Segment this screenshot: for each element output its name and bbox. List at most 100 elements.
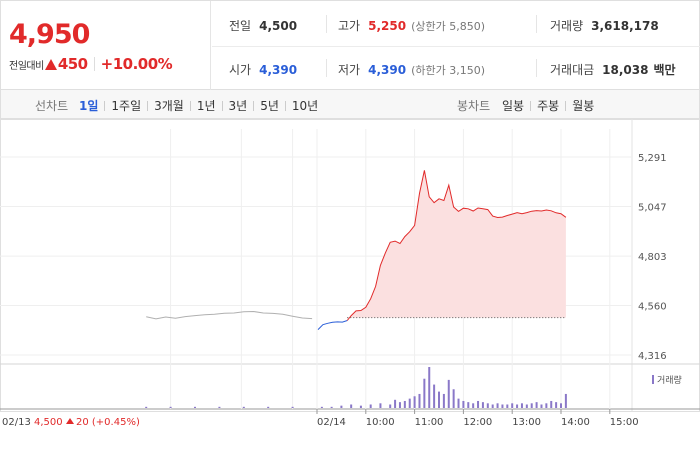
volume-bar xyxy=(545,403,548,408)
volume-bar xyxy=(359,405,362,408)
tab-10-years[interactable]: 10년 xyxy=(291,99,319,113)
stat-high: 고가 5,250 (상한가 5,850) xyxy=(338,17,485,34)
volume-bar xyxy=(291,406,294,408)
line-chart-title: 선차트 xyxy=(35,99,69,113)
volume-bar xyxy=(267,406,270,408)
tab-1-week[interactable]: 1주일 xyxy=(111,99,142,113)
volume-bar xyxy=(145,406,148,408)
tab-divider xyxy=(530,100,532,111)
volume-bar xyxy=(564,393,567,408)
price-box: 4,950 전일대비 450 +10.00% xyxy=(1,1,211,90)
candle-period-tabs: 일봉 주봉 월봉 xyxy=(502,97,594,114)
prev-day-change: 20 (+0.45%) xyxy=(76,417,140,428)
lower-limit: (하한가 3,150) xyxy=(411,64,485,77)
volume-bar xyxy=(457,398,460,408)
high-value: 5,250 xyxy=(368,19,407,33)
tab-5-years[interactable]: 5년 xyxy=(260,99,279,113)
volume-bar xyxy=(472,403,475,408)
low-value: 4,390 xyxy=(368,63,407,77)
volume-bar xyxy=(496,403,499,408)
summary-row-divider xyxy=(212,46,700,47)
volume-bar xyxy=(560,403,562,408)
today-down-series-line xyxy=(317,320,348,330)
x-tick-label: 14:00 xyxy=(561,417,590,428)
volume-legend-label: 거래량 xyxy=(657,374,682,386)
volume-bar xyxy=(218,406,221,408)
prev-close-label: 전일 xyxy=(229,19,252,33)
x-tick-label: 15:00 xyxy=(610,417,639,428)
volume-bar xyxy=(481,402,484,408)
tab-monthly-candle[interactable]: 월봉 xyxy=(572,99,595,113)
volume-bar xyxy=(535,402,538,408)
y-tick-label: 4,560 xyxy=(638,301,667,312)
prev-day-series-line xyxy=(146,310,313,320)
stock-summary: 4,950 전일대비 450 +10.00% 전일 4,500 시가 4,390… xyxy=(0,0,700,90)
change-percent: +10.00% xyxy=(100,55,173,73)
y-tick-label: 5,047 xyxy=(638,203,667,214)
amount-label: 거래대금 xyxy=(550,63,595,77)
low-label: 저가 xyxy=(338,63,361,77)
tab-1-year[interactable]: 1년 xyxy=(196,99,216,113)
volume-bar xyxy=(169,406,172,408)
tab-divider xyxy=(189,100,191,111)
prev-day-up-icon xyxy=(66,418,74,424)
volume-bar xyxy=(486,403,489,408)
price-change-row: 전일대비 450 +10.00% xyxy=(9,55,173,73)
amount-unit: 백만 xyxy=(653,63,676,77)
stat-amount: 거래대금 18,038 백만 xyxy=(550,61,676,78)
volume-bar xyxy=(320,406,323,408)
current-price: 4,950 xyxy=(9,19,90,50)
tab-1-day[interactable]: 1일 xyxy=(79,99,99,113)
volume-bar xyxy=(550,400,553,408)
volume-bar xyxy=(350,404,353,408)
divider xyxy=(326,59,327,77)
volume-bar xyxy=(540,404,543,408)
volume-bar xyxy=(340,405,343,408)
price-area-fill xyxy=(347,170,566,321)
period-selector-bar: 선차트 1일 1주일 3개월 1년 3년 5년 10년 봉차트 일봉 주봉 월봉 xyxy=(0,90,700,119)
tab-3-months[interactable]: 3개월 xyxy=(154,99,184,113)
x-tick-label: 02/14 xyxy=(317,417,346,428)
volume-bar xyxy=(242,406,245,408)
upper-limit: (상한가 5,850) xyxy=(411,20,485,33)
volume-bar xyxy=(428,367,431,408)
volume-bar xyxy=(403,400,406,408)
tab-3-years[interactable]: 3년 xyxy=(228,99,248,113)
volume-legend-swatch xyxy=(652,375,654,384)
volume-bar xyxy=(511,403,514,408)
tab-divider xyxy=(147,100,149,111)
y-tick-label: 5,291 xyxy=(638,153,667,164)
x-tick-label: 11:00 xyxy=(415,417,444,428)
tab-divider xyxy=(253,100,255,111)
volume-bar xyxy=(194,406,196,408)
tab-weekly-candle[interactable]: 주봉 xyxy=(537,99,560,113)
tab-divider xyxy=(284,100,286,111)
divider xyxy=(326,15,327,33)
volume-bar xyxy=(438,391,440,408)
volume-bar xyxy=(418,393,421,408)
divider xyxy=(536,15,537,33)
open-value: 4,390 xyxy=(259,63,298,77)
volume-bar xyxy=(525,404,528,408)
volume-bar xyxy=(413,396,416,408)
volume-bar xyxy=(491,404,494,408)
volume-bar xyxy=(423,378,426,408)
volume-bar xyxy=(394,399,397,408)
y-tick-label: 4,316 xyxy=(638,351,667,362)
change-divider xyxy=(93,57,95,71)
volume-bar xyxy=(506,404,509,408)
volume-bar xyxy=(516,404,519,408)
chart-frame xyxy=(0,119,700,412)
x-tick-label: 13:00 xyxy=(512,417,541,428)
volume-bar xyxy=(452,389,455,408)
tab-daily-candle[interactable]: 일봉 xyxy=(502,99,525,113)
change-label: 전일대비 xyxy=(9,60,44,72)
open-label: 시가 xyxy=(229,63,252,77)
stat-low: 저가 4,390 (하한가 3,150) xyxy=(338,61,485,78)
prev-day-label: 02/13 xyxy=(2,417,31,428)
volume-bar xyxy=(408,398,411,408)
volume-label: 거래량 xyxy=(550,19,584,33)
prev-day-price: 4,500 xyxy=(34,417,63,428)
volume-bar xyxy=(462,400,465,408)
volume-bar xyxy=(398,402,401,408)
